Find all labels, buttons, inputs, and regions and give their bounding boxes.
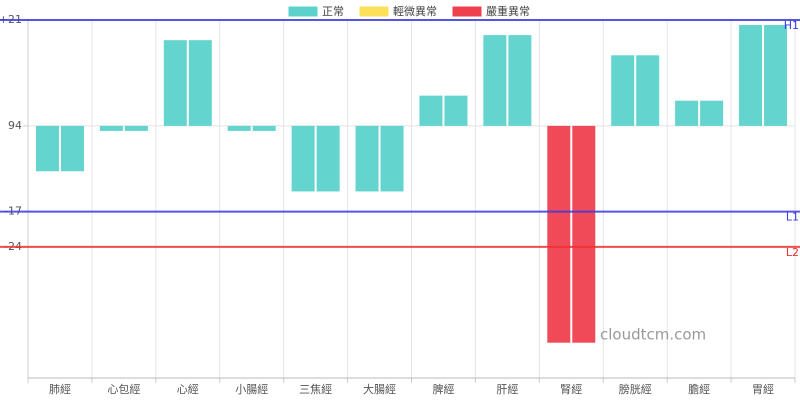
- bar: [291, 125, 315, 192]
- watermark: cloudtcm.com: [600, 326, 706, 344]
- bar: [355, 125, 379, 192]
- bar: [764, 25, 788, 126]
- bar: [419, 95, 443, 126]
- x-tick-label: 腎經: [560, 382, 582, 396]
- bar: [35, 125, 59, 172]
- bar: [700, 100, 724, 126]
- bar: [188, 40, 212, 126]
- reference-label: L2: [786, 246, 799, 259]
- bar: [124, 125, 148, 131]
- reference-label: L1: [786, 211, 799, 224]
- legend-label: 正常: [322, 5, 344, 18]
- x-tick-label: 小腸經: [235, 382, 268, 396]
- x-tick-label: 三焦經: [299, 382, 332, 396]
- bar: [611, 55, 635, 126]
- bar: [316, 125, 340, 192]
- bar: [739, 25, 763, 126]
- bar: [636, 55, 660, 126]
- bar: [163, 40, 187, 126]
- x-tick-label: 心經: [177, 382, 199, 396]
- x-tick-label: 心包經: [107, 382, 140, 396]
- legend-swatch: [287, 5, 319, 18]
- reference-label: H1: [784, 19, 799, 32]
- bar: [483, 35, 507, 126]
- x-tick-label: 肝經: [496, 382, 518, 396]
- bar: [547, 125, 571, 343]
- legend-swatch: [451, 5, 483, 18]
- x-tick-label: 脾經: [432, 382, 454, 396]
- x-tick-label: 大腸經: [363, 382, 396, 396]
- bar: [252, 125, 276, 131]
- x-tick-label: 胃經: [752, 382, 774, 396]
- legend-label: 輕微異常: [393, 4, 437, 18]
- bar: [380, 125, 404, 192]
- bar: [99, 125, 123, 131]
- bar: [227, 125, 251, 131]
- y-tick-label: 94: [8, 119, 22, 132]
- x-tick-label: 膽經: [688, 382, 710, 396]
- bar: [508, 35, 532, 126]
- legend-label: 嚴重異常: [486, 4, 530, 18]
- bar: [60, 125, 84, 172]
- x-tick-label: 膀胱經: [619, 382, 652, 396]
- legend-swatch: [358, 5, 390, 18]
- x-tick-label: 肺經: [49, 382, 71, 396]
- bar: [675, 100, 699, 126]
- bar: [444, 95, 468, 126]
- bar: [572, 125, 596, 343]
